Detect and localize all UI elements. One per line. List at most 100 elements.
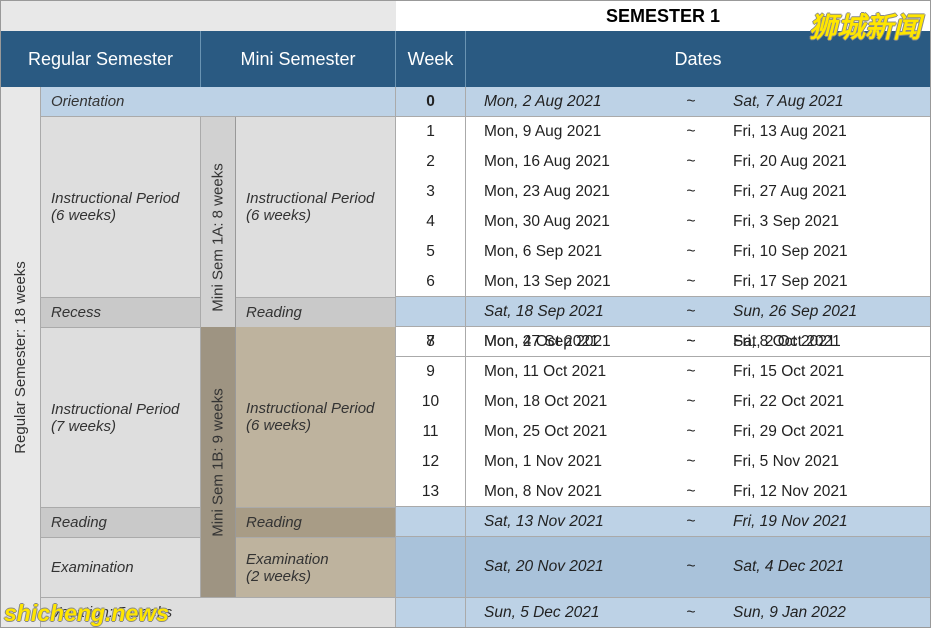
phase-instructional-mini-1: Instructional Period (6 weeks)	[236, 117, 395, 297]
week-number: 3	[396, 177, 466, 207]
date-to: Fri, 29 Oct 2021	[721, 417, 930, 447]
title-spacer	[1, 1, 396, 31]
tilde-icon: ~	[661, 598, 721, 627]
week-number: 12	[396, 447, 466, 477]
date-to: Sat, 7 Aug 2021	[721, 87, 930, 116]
table-row: 4 Mon, 30 Aug 2021 ~ Fri, 3 Sep 2021	[396, 207, 930, 237]
tilde-icon: ~	[661, 207, 721, 237]
phase-label: Instructional Period	[51, 401, 200, 418]
phase-orientation: Orientation	[41, 87, 396, 116]
date-from: Mon, 1 Nov 2021	[466, 447, 661, 477]
phase-reading: Reading	[41, 507, 200, 537]
week-number	[396, 507, 466, 536]
phase-recess: Recess	[41, 297, 200, 327]
mini-sem-1b-label: Mini Sem 1B: 9 weeks	[210, 388, 227, 536]
table-row: Sat, 20 Nov 2021 ~ Sat, 4 Dec 2021	[396, 537, 930, 597]
date-from: Sat, 18 Sep 2021	[466, 297, 661, 326]
date-from: Sat, 20 Nov 2021	[466, 537, 661, 597]
phase-reading-mini-2: Reading	[236, 507, 395, 537]
date-to: Fri, 22 Oct 2021	[721, 387, 930, 417]
table-row: Sat, 13 Nov 2021 ~ Fri, 19 Nov 2021	[396, 507, 930, 537]
date-to: Fri, 10 Sep 2021	[721, 237, 930, 267]
tilde-icon: ~	[661, 447, 721, 477]
title-row: SEMESTER 1	[1, 1, 930, 31]
phase-label: Instructional Period	[246, 400, 395, 417]
week-number	[396, 537, 466, 597]
table-row: 5 Mon, 6 Sep 2021 ~ Fri, 10 Sep 2021	[396, 237, 930, 267]
tilde-icon: ~	[661, 387, 721, 417]
phase-instructional-1: Instructional Period (6 weeks)	[41, 117, 200, 297]
tilde-icon: ~	[661, 147, 721, 177]
phase-sublabel: (7 weeks)	[51, 418, 200, 435]
date-to: Fri, 15 Oct 2021	[721, 357, 930, 387]
phase-label: Instructional Period	[51, 190, 200, 207]
phase-sublabel: (6 weeks)	[246, 417, 395, 434]
date-to: Fri, 3 Sep 2021	[721, 207, 930, 237]
date-to: Fri, 27 Aug 2021	[721, 177, 930, 207]
date-from: Mon, 30 Aug 2021	[466, 207, 661, 237]
table-row: 3 Mon, 23 Aug 2021 ~ Fri, 27 Aug 2021	[396, 177, 930, 207]
date-to: Fri, 13 Aug 2021	[721, 117, 930, 147]
week-number: 6	[396, 267, 466, 296]
mini-sem-1a-strip: Mini Sem 1A: 8 weeks	[201, 117, 236, 357]
header-mini: Mini Semester	[201, 31, 396, 87]
date-to: Fri, 17 Sep 2021	[721, 267, 930, 296]
date-from: Mon, 9 Aug 2021	[466, 117, 661, 147]
week-number: 13	[396, 477, 466, 506]
date-to: Fri, 8 Oct 2021	[721, 327, 930, 357]
regular-semester-strip: Regular Semester: 18 weeks	[1, 87, 41, 627]
week-number: 4	[396, 207, 466, 237]
date-from: Mon, 13 Sep 2021	[466, 267, 661, 296]
phase-instructional-mini-2: Instructional Period (6 weeks)	[236, 327, 395, 507]
phase-label: Instructional Period	[246, 190, 395, 207]
phase-sublabel: (6 weeks)	[246, 207, 395, 224]
date-to: Sun, 9 Jan 2022	[721, 598, 930, 627]
date-from: Sat, 13 Nov 2021	[466, 507, 661, 536]
tilde-icon: ~	[661, 327, 721, 357]
date-from: Mon, 18 Oct 2021	[466, 387, 661, 417]
table-row: 1 Mon, 9 Aug 2021 ~ Fri, 13 Aug 2021	[396, 117, 930, 147]
tilde-icon: ~	[661, 297, 721, 326]
date-to: Fri, 12 Nov 2021	[721, 477, 930, 506]
week-number: 10	[396, 387, 466, 417]
tilde-icon: ~	[661, 87, 721, 116]
table-row: Orientation 0 Mon, 2 Aug 2021 ~ Sat, 7 A…	[41, 87, 930, 117]
phase-examination-mini-2: Examination (2 weeks)	[236, 537, 395, 597]
tilde-icon: ~	[661, 507, 721, 536]
date-to: Sun, 26 Sep 2021	[721, 297, 930, 326]
date-from: Mon, 11 Oct 2021	[466, 357, 661, 387]
table-row: Vacation: 5 weeks Sun, 5 Dec 2021 ~ Sun,…	[41, 597, 930, 627]
watermark-url: shicheng.news	[4, 600, 169, 627]
date-from: Mon, 6 Sep 2021	[466, 237, 661, 267]
tilde-icon: ~	[661, 117, 721, 147]
tilde-icon: ~	[661, 177, 721, 207]
table-row: 10 Mon, 18 Oct 2021 ~ Fri, 22 Oct 2021	[396, 387, 930, 417]
date-from: Mon, 2 Aug 2021	[466, 87, 661, 116]
table-row: 9 Mon, 11 Oct 2021 ~ Fri, 15 Oct 2021	[396, 357, 930, 387]
mini-sem-1b-strip: Mini Sem 1B: 9 weeks	[201, 327, 236, 597]
date-to: Fri, 5 Nov 2021	[721, 447, 930, 477]
tilde-icon: ~	[661, 477, 721, 506]
week-number: 8	[396, 327, 466, 357]
table-row: 13 Mon, 8 Nov 2021 ~ Fri, 12 Nov 2021	[396, 477, 930, 507]
phase-instructional-2: Instructional Period (7 weeks)	[41, 327, 200, 507]
tilde-icon: ~	[661, 357, 721, 387]
semester-table: SEMESTER 1 Regular Semester Mini Semeste…	[0, 0, 931, 628]
header-week: Week	[396, 31, 466, 87]
week-number: 1	[396, 117, 466, 147]
regular-semester-label: Regular Semester: 18 weeks	[12, 261, 29, 454]
header-regular: Regular Semester	[1, 31, 201, 87]
week-number: 11	[396, 417, 466, 447]
watermark-cn: 狮城新闻	[809, 6, 921, 46]
week-number: 9	[396, 357, 466, 387]
tilde-icon: ~	[661, 537, 721, 597]
phase-sublabel: (6 weeks)	[51, 207, 200, 224]
date-from: Mon, 16 Aug 2021	[466, 147, 661, 177]
date-to: Fri, 20 Aug 2021	[721, 147, 930, 177]
date-from: Mon, 4 Oct 2021	[466, 327, 661, 357]
date-from: Mon, 25 Oct 2021	[466, 417, 661, 447]
table-row: 2 Mon, 16 Aug 2021 ~ Fri, 20 Aug 2021	[396, 147, 930, 177]
week-number: 0	[396, 87, 466, 116]
tilde-icon: ~	[661, 267, 721, 296]
phase-sublabel: (2 weeks)	[246, 568, 395, 585]
